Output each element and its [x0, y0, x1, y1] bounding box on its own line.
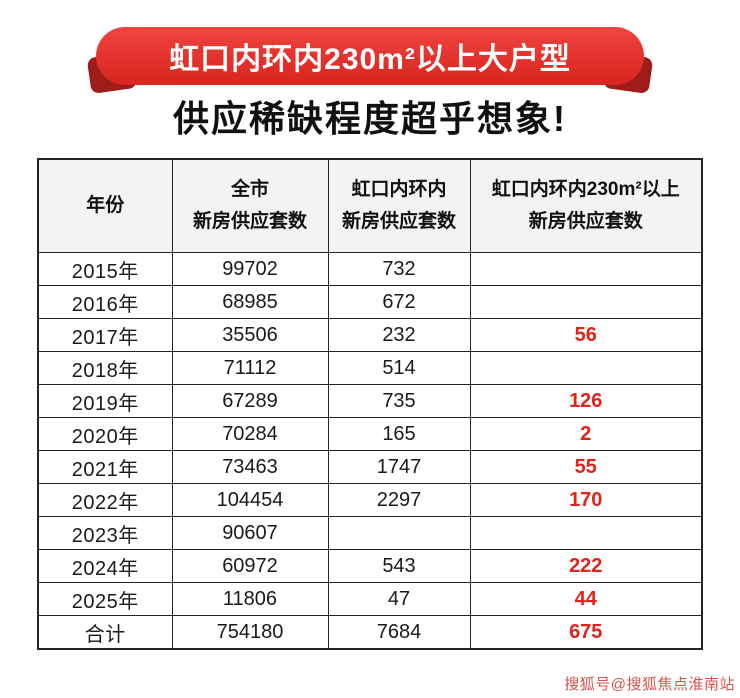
watermark: 搜狐号@搜狐焦点淮南站	[564, 676, 735, 693]
citywide-supply-cell: 71112	[171, 351, 329, 386]
table-row: 2023年 90607	[37, 516, 703, 551]
year-cell: 2018年	[37, 351, 173, 386]
large-unit-supply-cell: 222	[469, 549, 703, 584]
banner: 虹口内环内230m²以上大户型	[86, 27, 654, 95]
year-cell: 2020年	[37, 417, 173, 452]
large-unit-supply-cell: 2	[469, 417, 703, 452]
year-cell: 2022年	[37, 483, 173, 518]
year-cell: 2017年	[37, 318, 173, 353]
citywide-supply-cell: 90607	[171, 516, 329, 551]
hongkou-supply-cell: 732	[327, 252, 471, 287]
year-cell: 2025年	[37, 582, 173, 617]
citywide-supply-cell: 99702	[171, 252, 329, 287]
table-row: 2016年 68985 672	[37, 285, 703, 320]
table-row: 2022年 104454 2297 170	[37, 483, 703, 518]
year-cell: 2023年	[37, 516, 173, 551]
large-unit-supply-cell: 170	[469, 483, 703, 518]
header-year: 年份	[37, 158, 173, 254]
citywide-supply-cell: 35506	[171, 318, 329, 353]
banner-title: 虹口内环内230m²以上大户型	[169, 43, 571, 76]
table-row: 2025年 11806 47 44	[37, 582, 703, 617]
large-unit-supply-cell	[469, 351, 703, 386]
subtitle: 供应稀缺程度超乎想象!	[173, 98, 567, 139]
hongkou-supply-cell: 232	[327, 318, 471, 353]
hongkou-supply-cell: 514	[327, 351, 471, 386]
citywide-supply-cell: 104454	[171, 483, 329, 518]
citywide-supply-cell: 70284	[171, 417, 329, 452]
hongkou-supply-cell: 672	[327, 285, 471, 320]
header-hongkou-supply: 虹口内环内 新房供应套数	[327, 158, 471, 254]
table-row: 2017年 35506 232 56	[37, 318, 703, 353]
year-cell: 2015年	[37, 252, 173, 287]
citywide-supply-cell: 68985	[171, 285, 329, 320]
large-unit-supply-cell: 675	[469, 615, 703, 650]
year-cell: 合计	[37, 615, 173, 650]
hongkou-supply-cell	[327, 516, 471, 551]
citywide-supply-cell: 11806	[171, 582, 329, 617]
table-row: 2015年 99702 732	[37, 252, 703, 287]
table-row: 2024年 60972 543 222	[37, 549, 703, 584]
supply-table: 年份 全市 新房供应套数 虹口内环内 新房供应套数 虹口内环内230m²以上 新…	[37, 157, 703, 650]
large-unit-supply-cell: 44	[469, 582, 703, 617]
citywide-supply-cell: 754180	[171, 615, 329, 650]
citywide-supply-cell: 60972	[171, 549, 329, 584]
large-unit-supply-cell: 55	[469, 450, 703, 485]
large-unit-supply-cell	[469, 285, 703, 320]
hongkou-supply-cell: 2297	[327, 483, 471, 518]
table-row: 2019年 67289 735 126	[37, 384, 703, 419]
year-cell: 2021年	[37, 450, 173, 485]
table-body: 2015年 99702 732 2016年 68985 672 2017年 35…	[37, 252, 703, 650]
table-row: 合计 754180 7684 675	[37, 615, 703, 650]
large-unit-supply-cell	[469, 252, 703, 287]
hongkou-supply-cell: 735	[327, 384, 471, 419]
banner-ribbon: 虹口内环内230m²以上大户型	[96, 27, 644, 85]
year-cell: 2019年	[37, 384, 173, 419]
hongkou-supply-cell: 47	[327, 582, 471, 617]
citywide-supply-cell: 67289	[171, 384, 329, 419]
large-unit-supply-cell: 56	[469, 318, 703, 353]
table-row: 2020年 70284 165 2	[37, 417, 703, 452]
hongkou-supply-cell: 1747	[327, 450, 471, 485]
header-large-unit-supply: 虹口内环内230m²以上 新房供应套数	[469, 158, 703, 254]
header-row: 年份 全市 新房供应套数 虹口内环内 新房供应套数 虹口内环内230m²以上 新…	[37, 158, 703, 254]
table-row: 2018年 71112 514	[37, 351, 703, 386]
hongkou-supply-cell: 543	[327, 549, 471, 584]
hongkou-supply-cell: 165	[327, 417, 471, 452]
large-unit-supply-cell: 126	[469, 384, 703, 419]
header-citywide-supply: 全市 新房供应套数	[171, 158, 329, 254]
year-cell: 2024年	[37, 549, 173, 584]
large-unit-supply-cell	[469, 516, 703, 551]
citywide-supply-cell: 73463	[171, 450, 329, 485]
table-row: 2021年 73463 1747 55	[37, 450, 703, 485]
hongkou-supply-cell: 7684	[327, 615, 471, 650]
year-cell: 2016年	[37, 285, 173, 320]
